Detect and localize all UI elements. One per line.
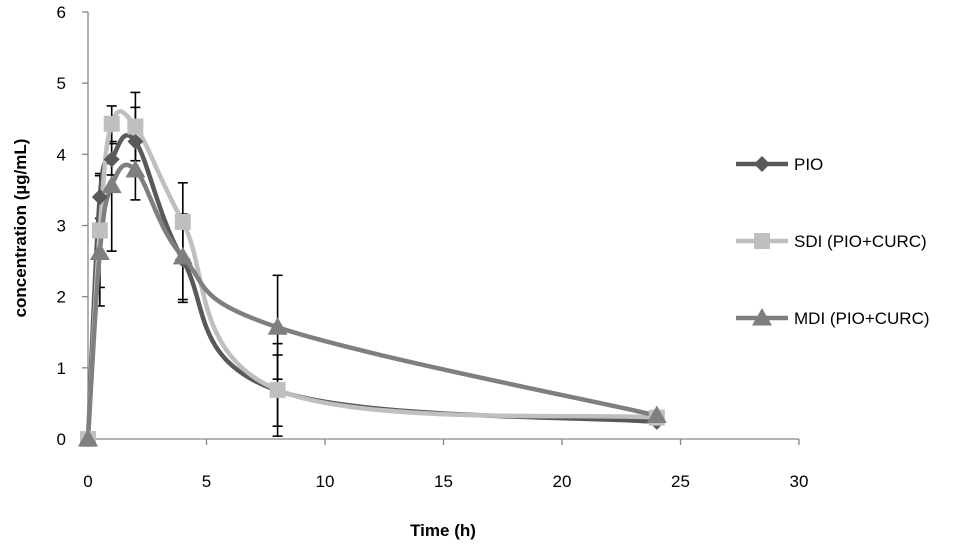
series-line [85,109,657,440]
legend-marker-square [754,233,770,249]
y-tick-label: 4 [57,145,66,164]
data-point-square [103,115,120,132]
y-tick-label: 6 [57,3,66,22]
x-tick-label: 20 [553,472,572,491]
x-tick-label: 15 [434,472,453,491]
series-lines [85,109,658,440]
data-point-triangle [78,429,98,447]
y-tick-label: 5 [57,74,66,93]
data-point-triangle [125,159,146,178]
legend-label: MDI (PIO+CURC) [794,309,930,328]
y-ticks: 0 1 2 3 4 5 6 [57,3,88,449]
series-line [85,133,657,440]
data-point-square [174,213,191,230]
data-point-diamond [127,133,144,150]
data-point-triangle [646,405,667,424]
y-tick-label: 0 [57,430,66,449]
data-point-triangle [101,175,122,194]
data-point-diamond [103,151,120,168]
legend-label: SDI (PIO+CURC) [794,232,927,251]
y-axis-title: concentration (µg/mL) [11,139,30,318]
legend-marker-diamond [754,156,770,172]
x-tick-label: 30 [790,472,809,491]
x-tick-label: 10 [316,472,335,491]
data-point-square [91,222,108,239]
x-tick-label: 25 [671,472,690,491]
y-tick-label: 2 [57,288,66,307]
data-point-triangle [267,317,288,335]
y-tick-label: 1 [57,359,66,378]
x-tick-label: 5 [202,472,211,491]
x-axis-title: Time (h) [410,521,476,540]
y-tick-label: 3 [57,217,66,236]
legend-label: PIO [794,155,823,174]
series-markers [78,115,667,447]
x-ticks: 0 5 10 15 20 25 30 [83,439,808,491]
x-tick-label: 0 [83,472,92,491]
data-point-triangle [89,242,110,261]
axes [87,12,799,440]
data-point-square [269,381,286,398]
data-point-square [127,118,144,135]
legend: PIO SDI (PIO+CURC) MDI (PIO+CURC) [736,155,930,328]
legend-marker-triangle [752,308,772,326]
data-point-triangle [172,246,193,265]
